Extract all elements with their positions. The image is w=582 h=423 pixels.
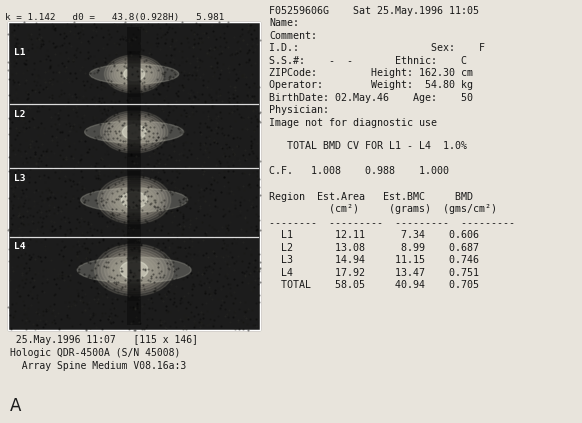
Ellipse shape bbox=[112, 60, 157, 88]
Ellipse shape bbox=[111, 255, 157, 285]
Ellipse shape bbox=[120, 261, 148, 279]
Ellipse shape bbox=[119, 190, 150, 210]
Ellipse shape bbox=[106, 115, 162, 149]
Text: Array Spine Medium V08.16a:3: Array Spine Medium V08.16a:3 bbox=[10, 361, 186, 371]
Ellipse shape bbox=[121, 192, 147, 209]
Text: S.S.#:    -  -       Ethnic:    C: S.S.#: - - Ethnic: C bbox=[269, 55, 467, 66]
Ellipse shape bbox=[117, 63, 151, 85]
Ellipse shape bbox=[118, 121, 151, 143]
Text: L2       13.08      8.99    0.687: L2 13.08 8.99 0.687 bbox=[269, 243, 480, 253]
Ellipse shape bbox=[101, 178, 168, 222]
Text: Name:: Name: bbox=[269, 18, 299, 28]
Ellipse shape bbox=[116, 188, 152, 212]
Ellipse shape bbox=[118, 259, 151, 281]
Ellipse shape bbox=[129, 71, 139, 77]
Text: L1       12.11      7.34    0.606: L1 12.11 7.34 0.606 bbox=[269, 231, 480, 240]
Ellipse shape bbox=[101, 248, 167, 292]
Text: Operator:        Weight:  54.80 kg: Operator: Weight: 54.80 kg bbox=[269, 80, 473, 91]
Ellipse shape bbox=[108, 253, 161, 287]
Ellipse shape bbox=[107, 182, 162, 218]
Bar bbox=[128, 171, 140, 229]
Text: L3       14.94     11.15    0.746: L3 14.94 11.15 0.746 bbox=[269, 255, 480, 265]
Text: k = 1.142   d0 =   43.8(0.928H)   5.981: k = 1.142 d0 = 43.8(0.928H) 5.981 bbox=[5, 13, 224, 22]
Ellipse shape bbox=[127, 69, 141, 79]
Ellipse shape bbox=[126, 127, 143, 137]
Ellipse shape bbox=[114, 257, 154, 283]
Text: F05259606G    Sat 25.May.1996 11:05: F05259606G Sat 25.May.1996 11:05 bbox=[269, 6, 480, 16]
Ellipse shape bbox=[77, 257, 191, 283]
Ellipse shape bbox=[104, 55, 164, 93]
Text: --------  ---------  ---------  ---------: -------- --------- --------- --------- bbox=[269, 218, 515, 228]
Ellipse shape bbox=[122, 192, 146, 208]
Text: L2: L2 bbox=[14, 110, 26, 119]
Ellipse shape bbox=[132, 72, 137, 76]
Ellipse shape bbox=[81, 188, 187, 212]
Text: Region  Est.Area   Est.BMC     BMD: Region Est.Area Est.BMC BMD bbox=[269, 192, 473, 202]
Ellipse shape bbox=[94, 244, 174, 296]
Text: (cm²)     (grams)  (gms/cm²): (cm²) (grams) (gms/cm²) bbox=[269, 204, 497, 214]
Ellipse shape bbox=[101, 111, 168, 153]
Text: A: A bbox=[10, 397, 22, 415]
Text: L1: L1 bbox=[14, 48, 26, 57]
Ellipse shape bbox=[103, 113, 165, 151]
Ellipse shape bbox=[123, 125, 146, 139]
Text: Comment:: Comment: bbox=[269, 31, 317, 41]
Ellipse shape bbox=[131, 268, 137, 272]
Ellipse shape bbox=[109, 58, 159, 90]
Bar bbox=[127, 27, 141, 325]
Ellipse shape bbox=[124, 67, 144, 81]
Ellipse shape bbox=[107, 57, 161, 91]
Ellipse shape bbox=[112, 118, 157, 146]
Bar bbox=[8, 22, 260, 330]
Ellipse shape bbox=[90, 64, 179, 84]
Bar bbox=[128, 107, 140, 157]
Text: L3: L3 bbox=[14, 174, 26, 183]
Text: C.F.   1.008    0.988    1.000: C.F. 1.008 0.988 1.000 bbox=[269, 166, 449, 176]
Ellipse shape bbox=[121, 261, 147, 279]
Ellipse shape bbox=[113, 186, 155, 214]
Ellipse shape bbox=[131, 198, 137, 202]
Text: L4: L4 bbox=[14, 242, 26, 251]
Text: TOTAL    58.05     40.94    0.705: TOTAL 58.05 40.94 0.705 bbox=[269, 280, 480, 290]
Text: L4       17.92     13.47    0.751: L4 17.92 13.47 0.751 bbox=[269, 268, 480, 277]
Ellipse shape bbox=[127, 266, 141, 275]
Ellipse shape bbox=[104, 180, 165, 220]
Ellipse shape bbox=[115, 120, 154, 144]
Ellipse shape bbox=[104, 250, 164, 289]
Ellipse shape bbox=[122, 66, 147, 82]
Text: BirthDate: 02.May.46    Age:    50: BirthDate: 02.May.46 Age: 50 bbox=[269, 93, 473, 103]
Ellipse shape bbox=[98, 246, 171, 294]
Bar bbox=[8, 22, 260, 330]
Ellipse shape bbox=[125, 194, 143, 206]
Ellipse shape bbox=[98, 176, 171, 224]
Text: 25.May.1996 11:07   [115 x 146]: 25.May.1996 11:07 [115 x 146] bbox=[10, 335, 198, 345]
Text: Image not for diagnostic use: Image not for diagnostic use bbox=[269, 118, 437, 128]
Ellipse shape bbox=[120, 123, 148, 141]
Ellipse shape bbox=[109, 116, 159, 148]
Bar bbox=[128, 239, 140, 301]
Ellipse shape bbox=[122, 125, 146, 139]
Text: ZIPCode:         Height: 162.30 cm: ZIPCode: Height: 162.30 cm bbox=[269, 68, 473, 78]
Ellipse shape bbox=[125, 264, 144, 277]
Bar bbox=[128, 51, 140, 97]
Ellipse shape bbox=[125, 68, 144, 80]
Text: Physician:: Physician: bbox=[269, 105, 329, 115]
Ellipse shape bbox=[129, 129, 140, 135]
Text: I.D.:                      Sex:    F: I.D.: Sex: F bbox=[269, 43, 485, 53]
Ellipse shape bbox=[110, 184, 158, 216]
Text: Hologic QDR-4500A (S/N 45008): Hologic QDR-4500A (S/N 45008) bbox=[10, 348, 180, 358]
Ellipse shape bbox=[128, 196, 140, 204]
Ellipse shape bbox=[84, 121, 184, 143]
Ellipse shape bbox=[132, 130, 137, 134]
Text: TOTAL BMD CV FOR L1 - L4  1.0%: TOTAL BMD CV FOR L1 - L4 1.0% bbox=[269, 141, 467, 151]
Ellipse shape bbox=[119, 64, 149, 83]
Ellipse shape bbox=[114, 61, 154, 87]
